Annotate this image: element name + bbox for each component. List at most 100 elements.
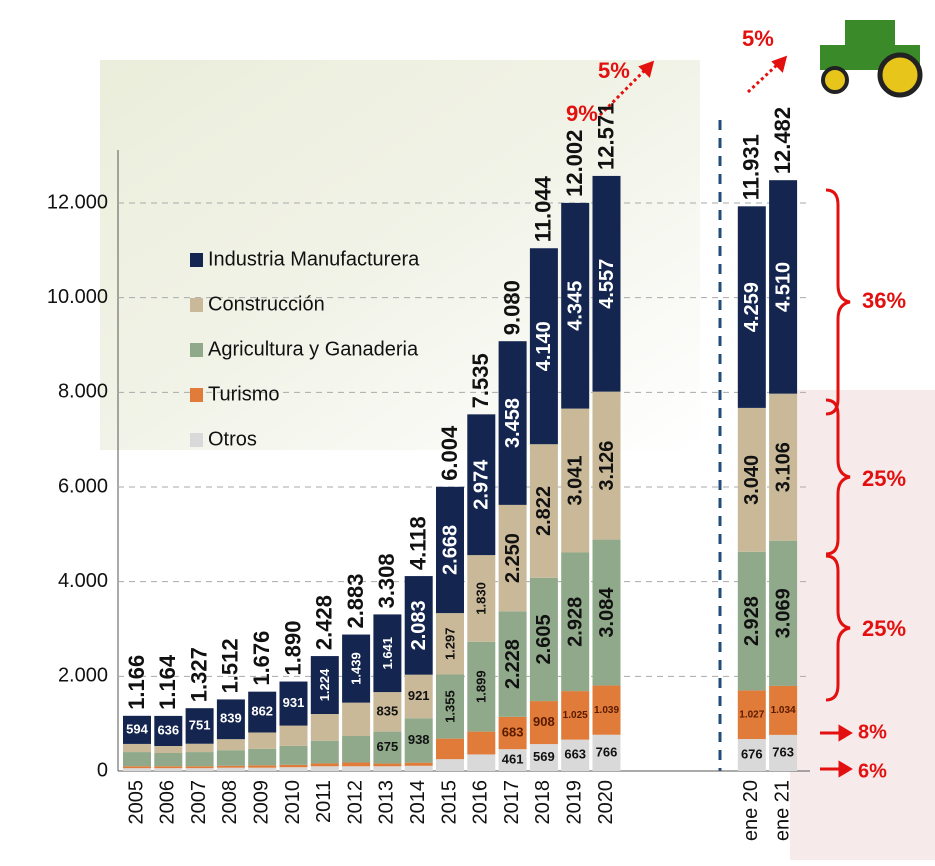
bar-segment (310, 763, 339, 767)
bar-segment (769, 540, 798, 686)
annotation: 36% (862, 288, 906, 313)
bar-segment (279, 725, 308, 746)
legend-label: Construcción (208, 293, 325, 315)
bar-segment (404, 576, 433, 675)
bar-segment (154, 768, 183, 771)
bar-segment (404, 674, 433, 719)
bar-segment (342, 762, 371, 767)
bar-segment (561, 739, 590, 771)
value-label: 1.027 (739, 709, 764, 720)
total-label: 1.512 (218, 638, 243, 693)
bar-segment (737, 690, 766, 740)
bar-segment (310, 740, 339, 764)
legend-swatch (190, 253, 203, 267)
bar-segment (248, 748, 277, 766)
x-tick-label: 2016 (470, 780, 492, 825)
total-label: 2.883 (343, 573, 368, 628)
bar-segment (737, 206, 766, 408)
bar-segment (498, 749, 527, 771)
bar-segment (216, 765, 245, 768)
value-label: 2.822 (533, 486, 555, 536)
bar-segment (310, 766, 339, 771)
bar-segment (404, 762, 433, 766)
y-tick-label: 6.000 (58, 475, 108, 497)
bar-segment (529, 577, 558, 702)
value-label: 1.224 (317, 668, 332, 701)
total-label: 1.676 (249, 631, 274, 686)
value-label: 3.041 (564, 456, 586, 506)
value-label: 921 (408, 688, 430, 703)
value-label: 766 (596, 744, 618, 759)
x-tick-label: 2008 (219, 780, 241, 825)
value-label: 636 (157, 722, 179, 737)
value-label: 4.140 (533, 321, 555, 371)
value-label: 683 (502, 724, 524, 739)
bar-segment (216, 699, 245, 740)
bar-segment (342, 735, 371, 763)
bar-segment (373, 763, 402, 767)
value-label: 2.928 (564, 597, 586, 647)
value-label: 4.510 (772, 262, 794, 312)
y-tick-label: 4.000 (58, 570, 108, 592)
legend-label: Agricultura y Ganaderia (208, 338, 419, 360)
value-label: 3.040 (741, 455, 763, 505)
total-label: 1.327 (186, 647, 211, 702)
bar-segment (248, 765, 277, 768)
x-tick-label: 2011 (313, 780, 335, 823)
bar-segment (279, 681, 308, 726)
total-label: 7.535 (468, 353, 493, 408)
annotation: 8% (858, 721, 887, 743)
value-label: 2.083 (408, 600, 430, 650)
bar-segment (185, 743, 214, 753)
legend-swatch (190, 343, 203, 357)
x-tick-label: 2005 (125, 780, 147, 825)
value-label: 2.250 (502, 533, 524, 583)
x-tick-label: 2006 (157, 780, 179, 825)
value-label: 4.557 (596, 259, 618, 309)
bar-segment (154, 715, 183, 747)
bar-segment (123, 766, 151, 769)
total-label: 6.004 (437, 425, 462, 481)
bar-segment (185, 766, 214, 769)
bar-segment (404, 765, 433, 771)
bar-segment (154, 753, 183, 767)
bar-segment (279, 745, 308, 765)
x-tick-label: 2014 (407, 780, 429, 825)
total-label: 9.080 (499, 280, 524, 335)
value-label: 3.126 (596, 441, 618, 491)
bar-segment (561, 691, 590, 740)
bar-segment (248, 691, 277, 733)
total-label: 12.571 (593, 103, 618, 170)
x-tick-label: 2017 (501, 780, 523, 825)
x-tick-label: 2007 (188, 780, 210, 825)
bar-segment (769, 393, 798, 541)
value-label: 763 (772, 744, 794, 759)
bar-segment (529, 248, 558, 445)
x-tick-label: 2010 (282, 780, 304, 825)
value-label: 908 (533, 714, 555, 729)
bar-segment (342, 634, 371, 703)
annotation: 9% (566, 101, 598, 126)
annotation: 5% (598, 58, 630, 83)
total-label: 3.308 (374, 553, 399, 608)
legend-label: Otros (208, 428, 257, 450)
total-label: 11.044 (531, 175, 556, 242)
total-label: 12.482 (770, 107, 795, 174)
total-label: 1.166 (124, 655, 149, 710)
value-label: 3.069 (772, 588, 794, 638)
bar-segment (342, 702, 371, 736)
total-label: 1.890 (280, 620, 305, 675)
value-label: 835 (377, 703, 399, 718)
bar-segment (373, 766, 402, 771)
value-label: 1.297 (442, 628, 457, 661)
value-label: 839 (220, 711, 242, 726)
value-label: 2.228 (502, 639, 524, 689)
value-label: 3.084 (596, 587, 618, 638)
bar-segment (737, 739, 766, 771)
bar-segment (185, 752, 214, 767)
x-tick-label: ene 21 (771, 780, 793, 841)
value-label: 3.106 (772, 442, 794, 492)
value-label: 663 (564, 747, 586, 762)
value-label: 1.899 (474, 670, 489, 703)
